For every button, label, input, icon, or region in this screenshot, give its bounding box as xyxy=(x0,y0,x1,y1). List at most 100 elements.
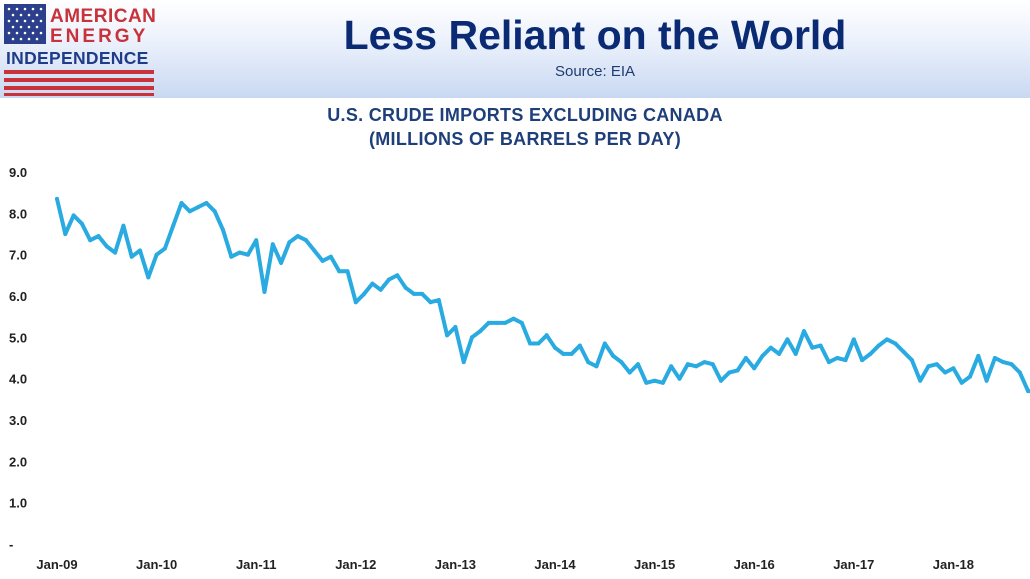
y-tick-label: 2.0 xyxy=(9,454,27,469)
data-point xyxy=(644,380,649,385)
data-point xyxy=(445,333,450,338)
logo-text-energy: ENERGY xyxy=(50,26,149,47)
data-point xyxy=(569,351,574,356)
data-point xyxy=(187,209,192,214)
data-point xyxy=(104,244,109,249)
data-point xyxy=(851,337,856,342)
data-point xyxy=(1026,389,1030,394)
y-tick-label: 8.0 xyxy=(9,206,27,221)
y-tick-label: 6.0 xyxy=(9,289,27,304)
data-point xyxy=(96,234,101,239)
data-point xyxy=(328,254,333,259)
data-point xyxy=(79,221,84,226)
x-tick-label: Jan-16 xyxy=(734,557,775,572)
data-point xyxy=(470,335,474,340)
x-tick-label: Jan-18 xyxy=(933,557,974,572)
data-point xyxy=(113,250,118,255)
data-point xyxy=(304,238,308,243)
data-point xyxy=(627,370,632,375)
chart-subtitle: (MILLIONS OF BARRELS PER DAY) xyxy=(368,129,682,149)
y-tick-label: 9.0 xyxy=(9,165,27,180)
data-point xyxy=(984,378,989,383)
data-point xyxy=(395,273,400,278)
data-point xyxy=(909,358,914,363)
data-point xyxy=(461,360,466,365)
data-point xyxy=(237,250,242,255)
data-point xyxy=(685,362,690,367)
data-point xyxy=(245,252,250,257)
data-point xyxy=(436,298,441,303)
data-point xyxy=(196,205,201,210)
data-point xyxy=(337,269,342,274)
data-point xyxy=(55,196,59,201)
x-axis: Jan-09 Jan-10 Jan-11 Jan-12 Jan-13 Jan-14 Jan-… xyxy=(36,557,974,572)
data-point xyxy=(411,291,416,296)
data-point xyxy=(826,360,831,365)
data-point xyxy=(802,329,806,334)
data-point xyxy=(835,356,840,360)
data-point xyxy=(453,325,458,329)
x-tick-label: Jan-12 xyxy=(335,557,376,572)
logo-text-american: AMERICAN xyxy=(50,6,157,27)
data-point xyxy=(295,234,300,239)
data-point xyxy=(885,337,889,342)
data-point xyxy=(669,364,674,369)
chart-title: U.S. CRUDE IMPORTS EXCLUDING CANADA xyxy=(327,105,723,125)
data-point xyxy=(353,300,358,305)
data-point xyxy=(968,374,972,379)
data-point xyxy=(478,329,483,334)
data-point xyxy=(785,337,790,342)
data-point xyxy=(1017,370,1022,375)
data-point xyxy=(88,238,93,243)
data-point xyxy=(71,213,76,218)
data-point xyxy=(843,358,848,363)
data-point xyxy=(586,360,591,365)
data-point xyxy=(694,364,699,369)
data-point xyxy=(1001,360,1006,365)
data-point xyxy=(519,320,524,325)
data-point xyxy=(760,353,765,358)
data-point xyxy=(279,260,284,265)
us-flag-icon xyxy=(4,4,46,44)
header-banner: AMERICAN ENERGY INDEPENDENCE Less Relian… xyxy=(0,0,1030,98)
data-point xyxy=(735,368,740,373)
data-point xyxy=(752,366,757,371)
data-point xyxy=(370,281,375,286)
data-point xyxy=(636,362,640,367)
x-tick-label: Jan-11 xyxy=(236,557,276,572)
data-point xyxy=(577,343,582,348)
data-point xyxy=(777,351,782,356)
data-point xyxy=(876,343,881,348)
data-point xyxy=(320,258,325,263)
data-point xyxy=(229,254,234,259)
y-tick-label: 7.0 xyxy=(9,248,27,263)
data-point xyxy=(893,341,898,346)
data-point xyxy=(270,242,275,247)
data-point xyxy=(387,277,391,282)
data-point xyxy=(204,201,209,205)
data-point xyxy=(121,223,126,228)
data-point xyxy=(594,364,599,369)
company-logo: AMERICAN ENERGY INDEPENDENCE xyxy=(4,4,156,96)
x-tick-label: Jan-13 xyxy=(435,557,476,572)
data-point xyxy=(171,223,176,228)
series-layer xyxy=(55,196,1030,394)
data-point xyxy=(934,362,939,367)
y-axis: - 1.0 2.0 3.0 4.0 5.0 6.0 7.0 8.0 9.0 xyxy=(9,165,27,552)
series-line xyxy=(55,196,1030,394)
x-tick-label: Jan-14 xyxy=(534,557,576,572)
y-tick-label: 4.0 xyxy=(9,372,27,387)
data-point xyxy=(992,356,997,360)
data-point xyxy=(494,320,499,325)
data-point xyxy=(860,358,865,363)
data-point xyxy=(254,238,259,243)
data-point xyxy=(212,209,217,214)
source-note: Source: EIA xyxy=(554,63,636,80)
data-point xyxy=(810,345,815,350)
data-point xyxy=(503,320,508,325)
data-point xyxy=(951,366,956,371)
line-chart: - 1.0 2.0 3.0 4.0 5.0 6.0 7.0 8.0 9.0 Jan-09 Jan-1… xyxy=(9,165,1030,572)
data-point xyxy=(710,362,715,367)
logo-text-independence: INDEPENDENCE xyxy=(6,48,149,68)
data-point xyxy=(428,300,433,305)
